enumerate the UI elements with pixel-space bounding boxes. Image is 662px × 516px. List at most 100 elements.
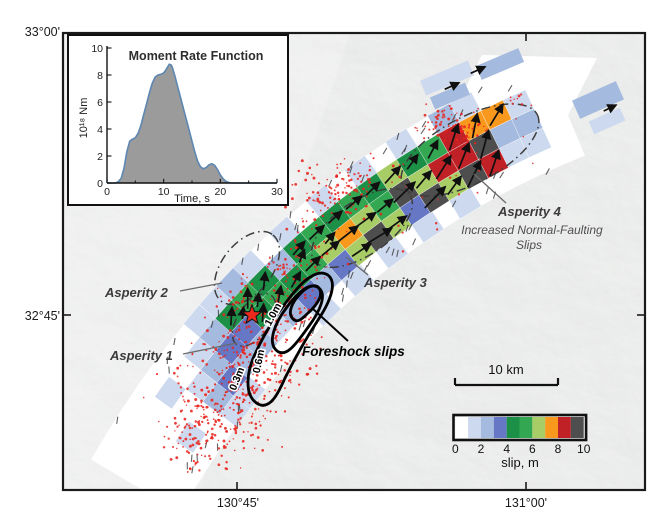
colorbar-swatch bbox=[455, 417, 469, 438]
minor-slip-dash bbox=[191, 466, 194, 474]
slip-arrow bbox=[424, 185, 447, 209]
foreshock-contours bbox=[246, 271, 334, 407]
slip-arrow bbox=[305, 255, 322, 272]
minor-slip-dash bbox=[507, 84, 513, 92]
minor-slip-dash bbox=[328, 179, 333, 187]
minor-slip-dash bbox=[271, 254, 274, 263]
inset-ytick-label: 4 bbox=[97, 124, 103, 136]
slip-arrow bbox=[308, 224, 326, 241]
map-frame bbox=[61, 31, 647, 492]
asperity4-leader bbox=[473, 173, 507, 204]
colorbar-swatch bbox=[480, 417, 494, 438]
minor-slip-dash bbox=[346, 280, 348, 288]
inset-ytick-label: 8 bbox=[97, 70, 103, 82]
slip-arrow bbox=[435, 154, 452, 180]
inset-xtick-label: 20 bbox=[214, 186, 226, 198]
epicenter-star bbox=[241, 303, 263, 325]
minor-slip-dash bbox=[341, 294, 345, 302]
slip-arrow bbox=[448, 123, 461, 151]
asperity-outline bbox=[213, 230, 281, 306]
colorbar-tick-label: 2 bbox=[478, 442, 485, 456]
slip-arrow bbox=[489, 103, 504, 127]
inset-xlabel: Time, s bbox=[174, 193, 210, 205]
moment-rate-inset: 0 2 4 6 8 10 0 10 20 30 Moment Rate Function 10¹⁸… bbox=[67, 34, 289, 206]
normal-faulting-label-line2: Slips bbox=[516, 238, 542, 252]
inset-ytick-label: 2 bbox=[97, 151, 103, 163]
colorbar-swatch bbox=[519, 417, 533, 438]
slip-arrow bbox=[351, 242, 373, 258]
slip-arrow bbox=[406, 153, 419, 170]
minor-slip-dash bbox=[347, 270, 351, 278]
foreshock-label: Foreshock slips bbox=[302, 344, 405, 359]
slip-cell bbox=[519, 127, 552, 158]
slip-cell bbox=[341, 263, 375, 297]
minor-slip-dash bbox=[349, 166, 353, 174]
minor-slip-dash bbox=[408, 223, 413, 231]
minor-slip-dash bbox=[341, 287, 345, 296]
colorbar-tick-label: 0 bbox=[452, 442, 459, 456]
colorbar-tick-label: 10 bbox=[577, 442, 591, 456]
minor-slip-dash bbox=[296, 224, 299, 233]
foreshock-contour bbox=[289, 284, 323, 323]
slip-arrow bbox=[252, 291, 263, 308]
minor-slip-dash bbox=[363, 265, 368, 272]
slip-arrow bbox=[376, 198, 395, 213]
colorbar-label: slip, m bbox=[501, 455, 539, 470]
slip-arrow bbox=[327, 210, 344, 224]
asperity4-label: Asperity 4 bbox=[497, 204, 562, 219]
colorbar-tick-label: 4 bbox=[503, 442, 510, 456]
slip-arrow bbox=[290, 270, 302, 288]
frame-ticks bbox=[63, 33, 645, 490]
inset-axes: 0 2 4 6 8 10 0 10 20 30 bbox=[91, 43, 283, 198]
minor-slip-dash bbox=[401, 147, 407, 155]
minor-slip-dash bbox=[241, 257, 244, 265]
asperity3-label: Asperity 3 bbox=[363, 275, 428, 290]
minor-slip-dash bbox=[385, 246, 391, 254]
colorbar-tick-label: 8 bbox=[555, 442, 562, 456]
colorbar-swatch bbox=[545, 417, 559, 438]
minor-slip-dash bbox=[298, 323, 302, 331]
minor-slip-dash bbox=[349, 161, 354, 169]
slip-arrow bbox=[365, 181, 381, 196]
minor-slip-dash bbox=[168, 366, 170, 374]
asperity-outline bbox=[400, 103, 540, 197]
slip-vector-arrows bbox=[226, 65, 618, 326]
slip-cell bbox=[572, 81, 624, 119]
slip-arrow bbox=[274, 284, 285, 307]
asperity2-label: Asperity 2 bbox=[104, 285, 169, 300]
colorbar-swatch bbox=[468, 417, 481, 438]
slip-arrow bbox=[387, 215, 408, 230]
slip-arrow bbox=[415, 169, 433, 189]
slip-cell bbox=[419, 60, 475, 96]
slip-arrow bbox=[321, 240, 341, 257]
minor-slip-dashes bbox=[116, 84, 550, 474]
minor-slip-dash bbox=[451, 200, 457, 208]
lon-label-left: 130°45' bbox=[217, 496, 259, 510]
inset-ytick-label: 10 bbox=[91, 43, 103, 55]
slip-arrow bbox=[603, 104, 618, 114]
moment-rate-curve bbox=[107, 63, 277, 184]
slip-arrow bbox=[345, 195, 363, 210]
minor-slip-dash bbox=[485, 186, 489, 195]
minor-slip-dash bbox=[412, 238, 417, 246]
minor-slip-dash bbox=[294, 222, 298, 231]
minor-slip-dash bbox=[545, 168, 550, 176]
slip-arrow bbox=[257, 302, 269, 322]
colorbar: 0 2 4 6 8 10 bbox=[452, 413, 591, 456]
inset-xtick-label: 30 bbox=[271, 186, 283, 198]
slip-arrow bbox=[296, 248, 307, 263]
inset-ytick-label: 0 bbox=[97, 178, 103, 190]
slip-arrow bbox=[356, 211, 377, 227]
colorbar-swatch bbox=[558, 417, 571, 438]
lon-label-right: 131°00' bbox=[505, 496, 547, 510]
lat-label-mid: 32°45' bbox=[25, 309, 60, 323]
scale-bar-label: 10 km bbox=[488, 362, 523, 377]
inset-xtick-label: 10 bbox=[158, 186, 170, 198]
slip-arrow bbox=[337, 225, 360, 242]
scale-bar: 10 km bbox=[453, 362, 560, 387]
minor-slip-dash bbox=[420, 127, 426, 135]
minor-slip-dash bbox=[366, 260, 372, 267]
slip-arrow bbox=[447, 175, 463, 196]
minor-slip-dash bbox=[210, 320, 214, 328]
